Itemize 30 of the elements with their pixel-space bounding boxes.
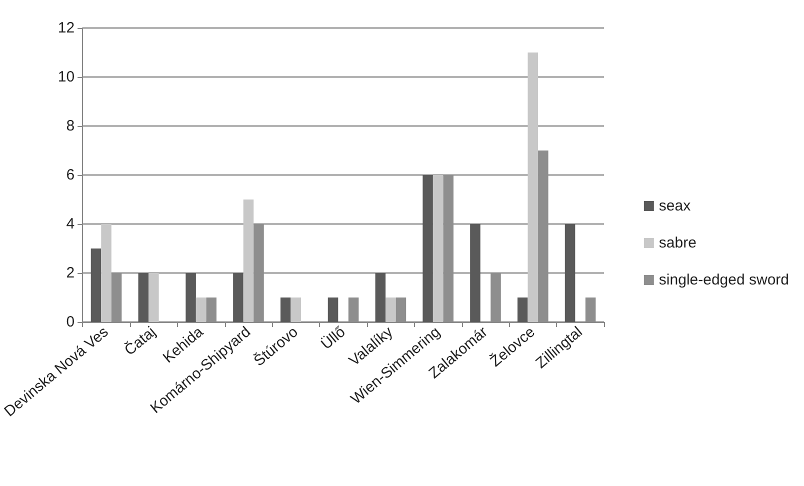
- bar: [470, 224, 480, 322]
- bar: [90, 248, 102, 322]
- bar: [196, 298, 206, 322]
- legend-label: seax: [658, 198, 692, 214]
- bar: [432, 175, 444, 322]
- bar: [386, 298, 396, 322]
- bar: [422, 175, 433, 322]
- y-tick-label: 12: [58, 20, 75, 36]
- bar: [186, 273, 196, 322]
- bar: [564, 224, 576, 322]
- bar: [528, 52, 538, 322]
- bar: [243, 200, 254, 322]
- y-tick-label: 2: [66, 264, 75, 282]
- y-tick-label: 8: [66, 118, 75, 134]
- bar: [328, 298, 338, 322]
- bar: [517, 298, 528, 322]
- bar: [233, 273, 244, 322]
- bar: [290, 298, 302, 322]
- bar: [148, 273, 159, 322]
- bar: [375, 273, 386, 322]
- y-tick-label: 6: [66, 166, 75, 184]
- legend-label: single-edged sword: [658, 272, 789, 288]
- bar: [138, 273, 149, 322]
- y-tick-label: 0: [66, 314, 75, 330]
- y-tick-label: 10: [58, 68, 75, 86]
- bar: [101, 224, 112, 322]
- x-tick-label: Üllő: [318, 323, 349, 354]
- bar: [280, 298, 291, 322]
- legend-label: sabre: [658, 234, 696, 252]
- y-tick-label: 4: [66, 216, 75, 232]
